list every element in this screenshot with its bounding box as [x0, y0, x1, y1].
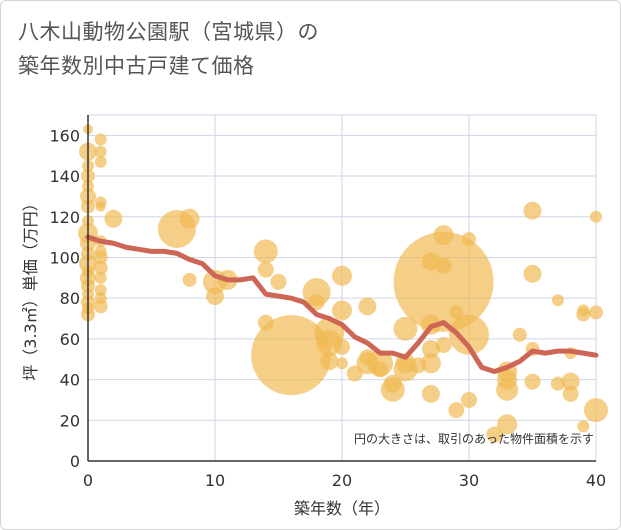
bubble-size-note: 円の大きさは、取引のあった物件面積を示す — [354, 431, 594, 446]
x-axis-title: 築年数（年） — [294, 499, 390, 518]
y-tick-label: 140 — [49, 167, 80, 186]
y-tick-label: 100 — [49, 248, 80, 267]
bubble-point — [420, 353, 441, 374]
bubble-point — [104, 209, 123, 228]
bubble-point — [94, 155, 107, 168]
bubble-point — [577, 420, 590, 433]
bubble-point — [524, 373, 541, 390]
bubble-point — [332, 265, 352, 286]
bubble-point — [551, 294, 564, 307]
bubble-point — [320, 352, 339, 371]
bubble-point — [358, 297, 377, 316]
bubble-point — [270, 273, 287, 290]
bubble-point — [497, 414, 518, 435]
y-tick-label: 40 — [60, 371, 80, 390]
bubble-point — [590, 210, 602, 223]
chart-title: 八木山動物公園駅（宮城県）の 築年数別中古戸建て価格 — [18, 15, 319, 83]
x-tick-label: 40 — [586, 471, 606, 490]
bubble-point — [251, 315, 332, 396]
bubble-point — [589, 305, 603, 320]
bubble-point — [449, 314, 489, 355]
y-tick-label: 80 — [60, 289, 80, 308]
bubble-point — [496, 378, 519, 401]
axes-layer: 0 10 20 30 40 0 20 40 60 80 100 120 140 160 — [49, 115, 606, 490]
y-axis-title: 坪（3.3㎡）単価（万円） — [21, 195, 40, 380]
bubble-point — [523, 201, 542, 220]
bubble-point — [435, 336, 452, 353]
chart-title-line1: 八木山動物公園駅（宮城県）の — [18, 20, 319, 44]
bubble-point — [449, 305, 464, 320]
bubble-point — [380, 377, 405, 402]
bubble-point — [257, 261, 274, 278]
bubble-point — [372, 361, 389, 378]
bubble-point — [334, 339, 350, 356]
x-tick-label: 0 — [83, 471, 93, 490]
bubble-point — [93, 260, 108, 275]
y-tick-label: 0 — [70, 452, 80, 471]
bubble-point — [95, 201, 106, 212]
x-tick-label: 20 — [332, 471, 352, 490]
bubble-point — [523, 264, 542, 283]
y-tick-label: 160 — [49, 126, 80, 145]
bubble-point — [576, 307, 591, 322]
bubble-point — [561, 372, 580, 391]
x-tick-label: 10 — [205, 471, 225, 490]
x-tick-label: 30 — [459, 471, 479, 490]
chart-title-line2: 築年数別中古戸建て価格 — [18, 54, 255, 78]
y-tick-label: 120 — [49, 208, 80, 227]
bubble-point — [94, 145, 107, 158]
bubble-point — [308, 294, 325, 311]
bubble-point — [512, 327, 527, 342]
bubble-point — [462, 232, 476, 247]
bubble-point — [94, 133, 107, 146]
bubble-point — [461, 391, 477, 408]
bubble-point — [336, 357, 348, 370]
bubble-point — [421, 384, 440, 403]
bubble-point — [93, 299, 108, 314]
grid-lines — [87, 114, 597, 462]
bubble-point — [550, 376, 565, 391]
bubble-point — [393, 231, 494, 332]
bubble-point — [93, 250, 108, 265]
bubble-point — [332, 300, 352, 321]
bubble-point — [486, 426, 503, 443]
bubble-point — [562, 385, 579, 402]
bubble-layer — [78, 124, 608, 443]
bubble-point — [253, 239, 278, 264]
bubble-point — [393, 316, 418, 341]
bubble-point — [584, 398, 608, 423]
y-tick-label: 20 — [60, 411, 80, 430]
y-tick-label: 60 — [60, 330, 80, 349]
bubble-point — [94, 271, 107, 284]
bubble-point — [179, 208, 200, 229]
trend-line — [85, 234, 599, 374]
bubble-point — [421, 340, 440, 359]
trend-layer — [85, 234, 599, 374]
bubble-point — [448, 402, 465, 419]
bubble-point — [206, 287, 224, 306]
bubble-point — [182, 272, 197, 287]
